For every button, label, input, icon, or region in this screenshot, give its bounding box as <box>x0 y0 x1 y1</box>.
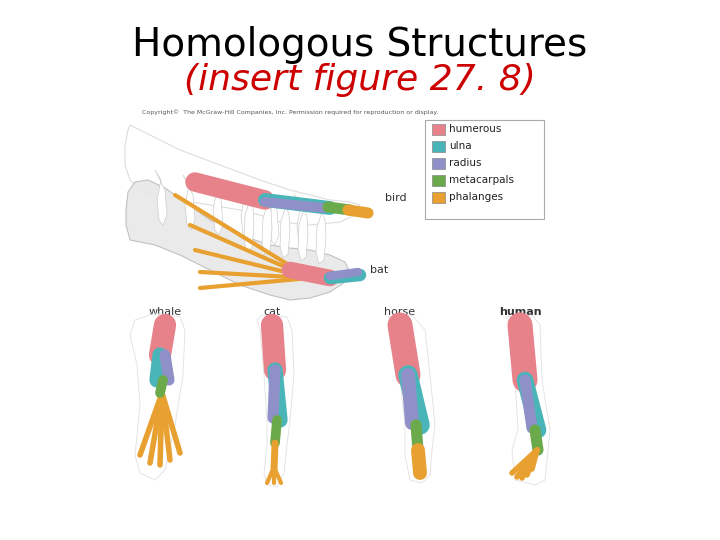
Text: human: human <box>499 307 541 317</box>
Polygon shape <box>239 185 251 240</box>
Text: bat: bat <box>370 265 388 275</box>
Polygon shape <box>267 190 279 245</box>
Text: phalanges: phalanges <box>449 192 503 202</box>
Bar <box>432 124 445 135</box>
Polygon shape <box>211 180 223 235</box>
Text: Copyright©  The McGraw-Hill Companies, Inc. Permission required for reproduction: Copyright© The McGraw-Hill Companies, In… <box>142 109 438 115</box>
Text: bird: bird <box>385 193 407 203</box>
Text: whale: whale <box>148 307 181 317</box>
Text: horse: horse <box>384 307 415 317</box>
Text: cat: cat <box>264 307 281 317</box>
Polygon shape <box>130 313 185 480</box>
Polygon shape <box>505 315 550 485</box>
Polygon shape <box>155 170 167 225</box>
Polygon shape <box>126 180 350 300</box>
Text: humerous: humerous <box>449 124 501 134</box>
Bar <box>432 158 445 169</box>
FancyBboxPatch shape <box>425 120 544 219</box>
Text: metacarpals: metacarpals <box>449 175 514 185</box>
Text: Homologous Structures: Homologous Structures <box>132 26 588 64</box>
Text: radius: radius <box>449 158 482 168</box>
Polygon shape <box>316 212 326 264</box>
Polygon shape <box>298 209 308 261</box>
Polygon shape <box>125 125 360 225</box>
Polygon shape <box>257 315 294 487</box>
Bar <box>432 141 445 152</box>
Polygon shape <box>280 206 290 258</box>
Text: ulna: ulna <box>449 141 472 151</box>
Polygon shape <box>295 195 307 250</box>
Polygon shape <box>183 175 195 230</box>
Bar <box>432 192 445 203</box>
Polygon shape <box>388 315 435 483</box>
Polygon shape <box>262 203 272 255</box>
Text: (insert figure 27. 8): (insert figure 27. 8) <box>184 63 536 97</box>
Polygon shape <box>244 200 254 252</box>
Bar <box>432 175 445 186</box>
